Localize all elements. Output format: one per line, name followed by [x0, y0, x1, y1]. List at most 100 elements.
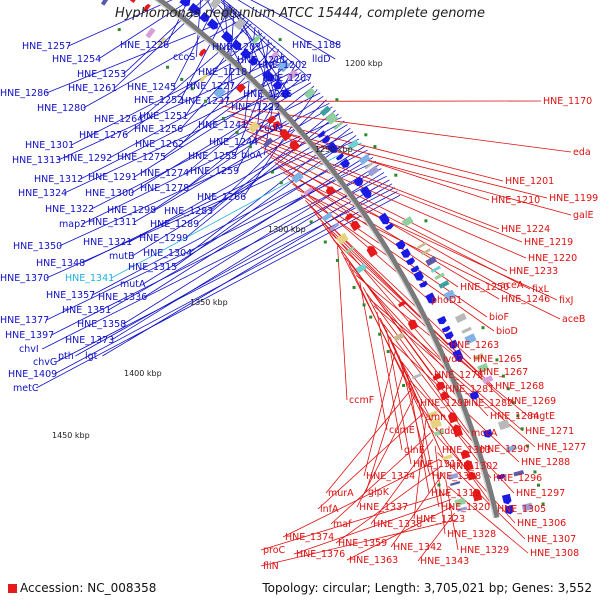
- forward-gene-arrow: [401, 248, 411, 257]
- forward-gene-label: HNE_1358: [77, 319, 126, 330]
- forward-gene-arrow: [410, 265, 419, 272]
- forward-gene-label: HNE_1351: [62, 305, 111, 316]
- reverse-gene-arrow: [130, 0, 138, 3]
- forward-gene-label: HNE_1336: [98, 292, 147, 303]
- cog-block: [333, 122, 342, 131]
- reverse-gene-label: eda: [573, 147, 591, 158]
- reverse-gene-label: HNE_1224: [501, 224, 550, 235]
- map-title: Hyphomonas neptunium ATCC 15444, complet…: [0, 6, 600, 21]
- forward-gene-label: HNE_1211: [237, 55, 286, 66]
- reverse-connector: [338, 246, 347, 400]
- cog-block: [101, 0, 110, 6]
- gc-marker: [402, 384, 405, 387]
- forward-gene-label: HNE_1291: [88, 172, 137, 183]
- gc-marker: [437, 483, 440, 486]
- forward-gene-label: chvG: [33, 357, 57, 368]
- reverse-gene-label: HNE_1334: [366, 471, 415, 482]
- reverse-gene-label: murA: [328, 488, 354, 499]
- reverse-gene-label: HNE_1233: [509, 266, 558, 277]
- forward-gene-label: HNE_1312: [34, 174, 83, 185]
- gene-labels: HNE_1188lldDHNE_1203HNE_1202HNE_1211HNE_…: [0, 40, 598, 572]
- forward-gene-label: HNE_1315: [128, 262, 177, 273]
- forward-gene-label: bioA: [241, 150, 262, 161]
- reverse-gene-label: HNE_1342: [393, 542, 442, 553]
- gc-marker: [369, 316, 372, 319]
- reverse-gene-label: HNE_1363: [349, 555, 398, 566]
- reverse-strand-swatch: [8, 584, 17, 593]
- reverse-gene-label: HNE_1271: [525, 426, 574, 437]
- accession-footer: Accession: NC_008358: [8, 581, 156, 595]
- reverse-gene-label: HNE_1199: [549, 193, 598, 204]
- reverse-gene-label: HNE_1269: [507, 396, 556, 407]
- gc-marker: [280, 181, 283, 184]
- gc-marker: [118, 28, 121, 31]
- forward-gene-label: HNE_1292: [63, 153, 112, 164]
- cog-block: [461, 327, 471, 334]
- forward-gene-label: HNE_1275: [117, 152, 166, 163]
- reverse-gene-label: glnE: [404, 445, 425, 456]
- forward-gene-label: HNE_1286: [0, 88, 49, 99]
- gc-marker: [394, 174, 397, 177]
- forward-gene-label: HNE_1397: [5, 330, 54, 341]
- reverse-gene-label: HNE_1246: [501, 294, 550, 305]
- forward-gene-label: ccoS: [173, 52, 195, 63]
- cog-block: [304, 88, 316, 99]
- gc-marker: [279, 38, 282, 41]
- forward-gene-label: HNE_1245: [127, 82, 176, 93]
- reverse-gene-label: maf: [333, 519, 352, 530]
- reverse-gene-label: HNE_1337: [359, 502, 408, 513]
- forward-gene-label: HNE_1254: [52, 54, 101, 65]
- reverse-gene-label: HNE_1338: [373, 519, 422, 530]
- scale-tick-label: 1400 kbp: [124, 369, 162, 378]
- reverse-gene-label: HNE_1319: [431, 488, 480, 499]
- reverse-gene-label: HNE_1263: [450, 340, 499, 351]
- forward-gene-label: HNE_1244: [209, 137, 258, 148]
- reverse-gene-label: HNE_1297: [516, 488, 565, 499]
- forward-gene-label: HNE_1278: [140, 183, 189, 194]
- reverse-gene-label: bioD: [496, 326, 518, 337]
- forward-gene-label: HNE_1409: [8, 369, 57, 380]
- forward-gene-arrow: [406, 257, 415, 265]
- forward-gene-label: HNE_1350: [13, 241, 62, 252]
- reverse-gene-label: HNE_1318: [432, 471, 481, 482]
- forward-gene-label: HNE_1298: [107, 205, 156, 216]
- forward-gene-label: HNE_1218: [198, 67, 247, 78]
- forward-gene-label: HNE_1207: [263, 73, 312, 84]
- gc-marker: [537, 484, 540, 487]
- forward-gene-label: HNE_1357: [46, 290, 95, 301]
- gc-marker: [373, 145, 376, 148]
- scale-tick-label: 1250 kbp: [315, 145, 353, 154]
- forward-gene-label: HNE_1274: [140, 168, 189, 179]
- forward-gene-label: mutA: [120, 279, 146, 290]
- reverse-connector: [387, 330, 411, 464]
- reverse-gene-label: glpK: [368, 487, 390, 498]
- reverse-gene-label: amn: [425, 412, 446, 423]
- reverse-gene-label: HNE_1250: [460, 282, 509, 293]
- genome-summary: Topology: circular; Length: 3,705,021 bp…: [262, 581, 592, 595]
- forward-gene-label: HNE_1257: [22, 41, 71, 52]
- reverse-gene-arrow: [408, 320, 418, 331]
- gc-marker: [353, 286, 356, 289]
- forward-gene-label: HNE_1226: [120, 40, 169, 51]
- reverse-gene-label: ccmF: [349, 395, 374, 406]
- forward-gene-label: HNE_1266: [197, 192, 246, 203]
- reverse-gene-label: HNE_1307: [527, 534, 576, 545]
- gc-marker: [363, 303, 366, 306]
- forward-gene-label: mutB: [109, 251, 135, 262]
- forward-gene-label: HNE_1203: [212, 42, 261, 53]
- forward-gene-label: HNE_1324: [18, 188, 67, 199]
- reverse-gene-label: mccA: [471, 428, 498, 439]
- reverse-connector: [279, 168, 499, 299]
- reverse-gene-label: galE: [573, 210, 594, 221]
- forward-gene-arrow: [221, 31, 233, 43]
- gc-marker: [521, 427, 524, 430]
- reverse-gene-label: HNE_1320: [441, 502, 490, 513]
- forward-gene-arrow: [442, 326, 451, 333]
- cog-block: [455, 313, 467, 323]
- reverse-gene-label: HNE_1220: [528, 253, 577, 264]
- cog-block: [417, 242, 427, 249]
- forward-gene-label: HNE_1300: [85, 188, 134, 199]
- scale-tick-label: 1200 kbp: [345, 59, 383, 68]
- reverse-gene-label: ccmE: [389, 425, 415, 436]
- gc-marker: [180, 78, 183, 81]
